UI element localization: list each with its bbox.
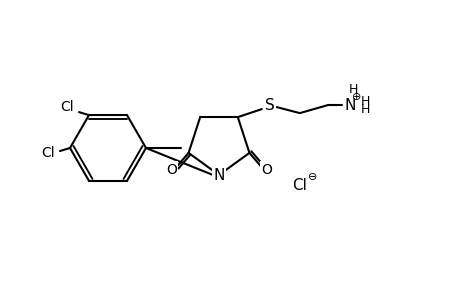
Text: N: N [213, 167, 224, 182]
Text: Cl: Cl [41, 146, 55, 160]
Text: O: O [260, 163, 271, 177]
Text: O: O [166, 163, 177, 177]
Text: H: H [360, 103, 369, 116]
Text: H: H [360, 94, 369, 108]
Text: Cl: Cl [292, 178, 307, 193]
Text: N: N [343, 98, 355, 112]
Text: Cl: Cl [60, 100, 73, 114]
Text: S: S [264, 98, 274, 112]
Text: ⊕: ⊕ [351, 92, 361, 102]
Text: H: H [348, 82, 358, 96]
Text: ⊖: ⊖ [308, 172, 317, 182]
